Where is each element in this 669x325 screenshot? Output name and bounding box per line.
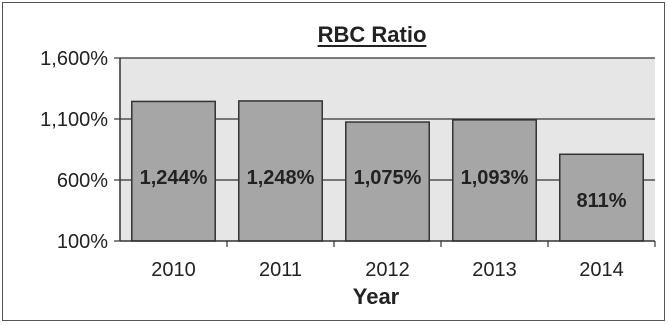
x-tick-label: 2012 [365, 259, 410, 281]
bar-2014 [559, 153, 644, 242]
bar-2012 [345, 121, 430, 242]
y-tick-label: 600% [57, 170, 108, 192]
data-label-2014: 811% [576, 190, 626, 212]
x-tick-label: 2010 [151, 259, 196, 281]
bars [131, 100, 644, 242]
y-tick-label: 1,100% [40, 109, 108, 131]
y-tick-label: 100% [57, 231, 108, 253]
labels: 100% 600% 1,100% 1,600% 1,244% 2010 1,248% 2011… [40, 48, 627, 281]
x-tick-label: 2014 [579, 259, 624, 281]
bar-2011 [238, 100, 323, 242]
x-tick-label: 2013 [472, 259, 517, 281]
x-tick-label: 2011 [259, 259, 302, 281]
x-axis-label: Year [353, 284, 400, 309]
y-tick-label: 1,600% [40, 48, 108, 70]
data-label-2011: 1,248% [247, 167, 315, 189]
data-label-2012: 1,075% [354, 167, 422, 189]
axes [114, 57, 656, 247]
data-label-2010: 1,244% [140, 167, 208, 189]
chart-title: RBC Ratio [318, 22, 427, 47]
data-label-2013: 1,093% [461, 167, 529, 189]
bar-2010 [131, 100, 216, 242]
bar-2013 [452, 119, 537, 242]
